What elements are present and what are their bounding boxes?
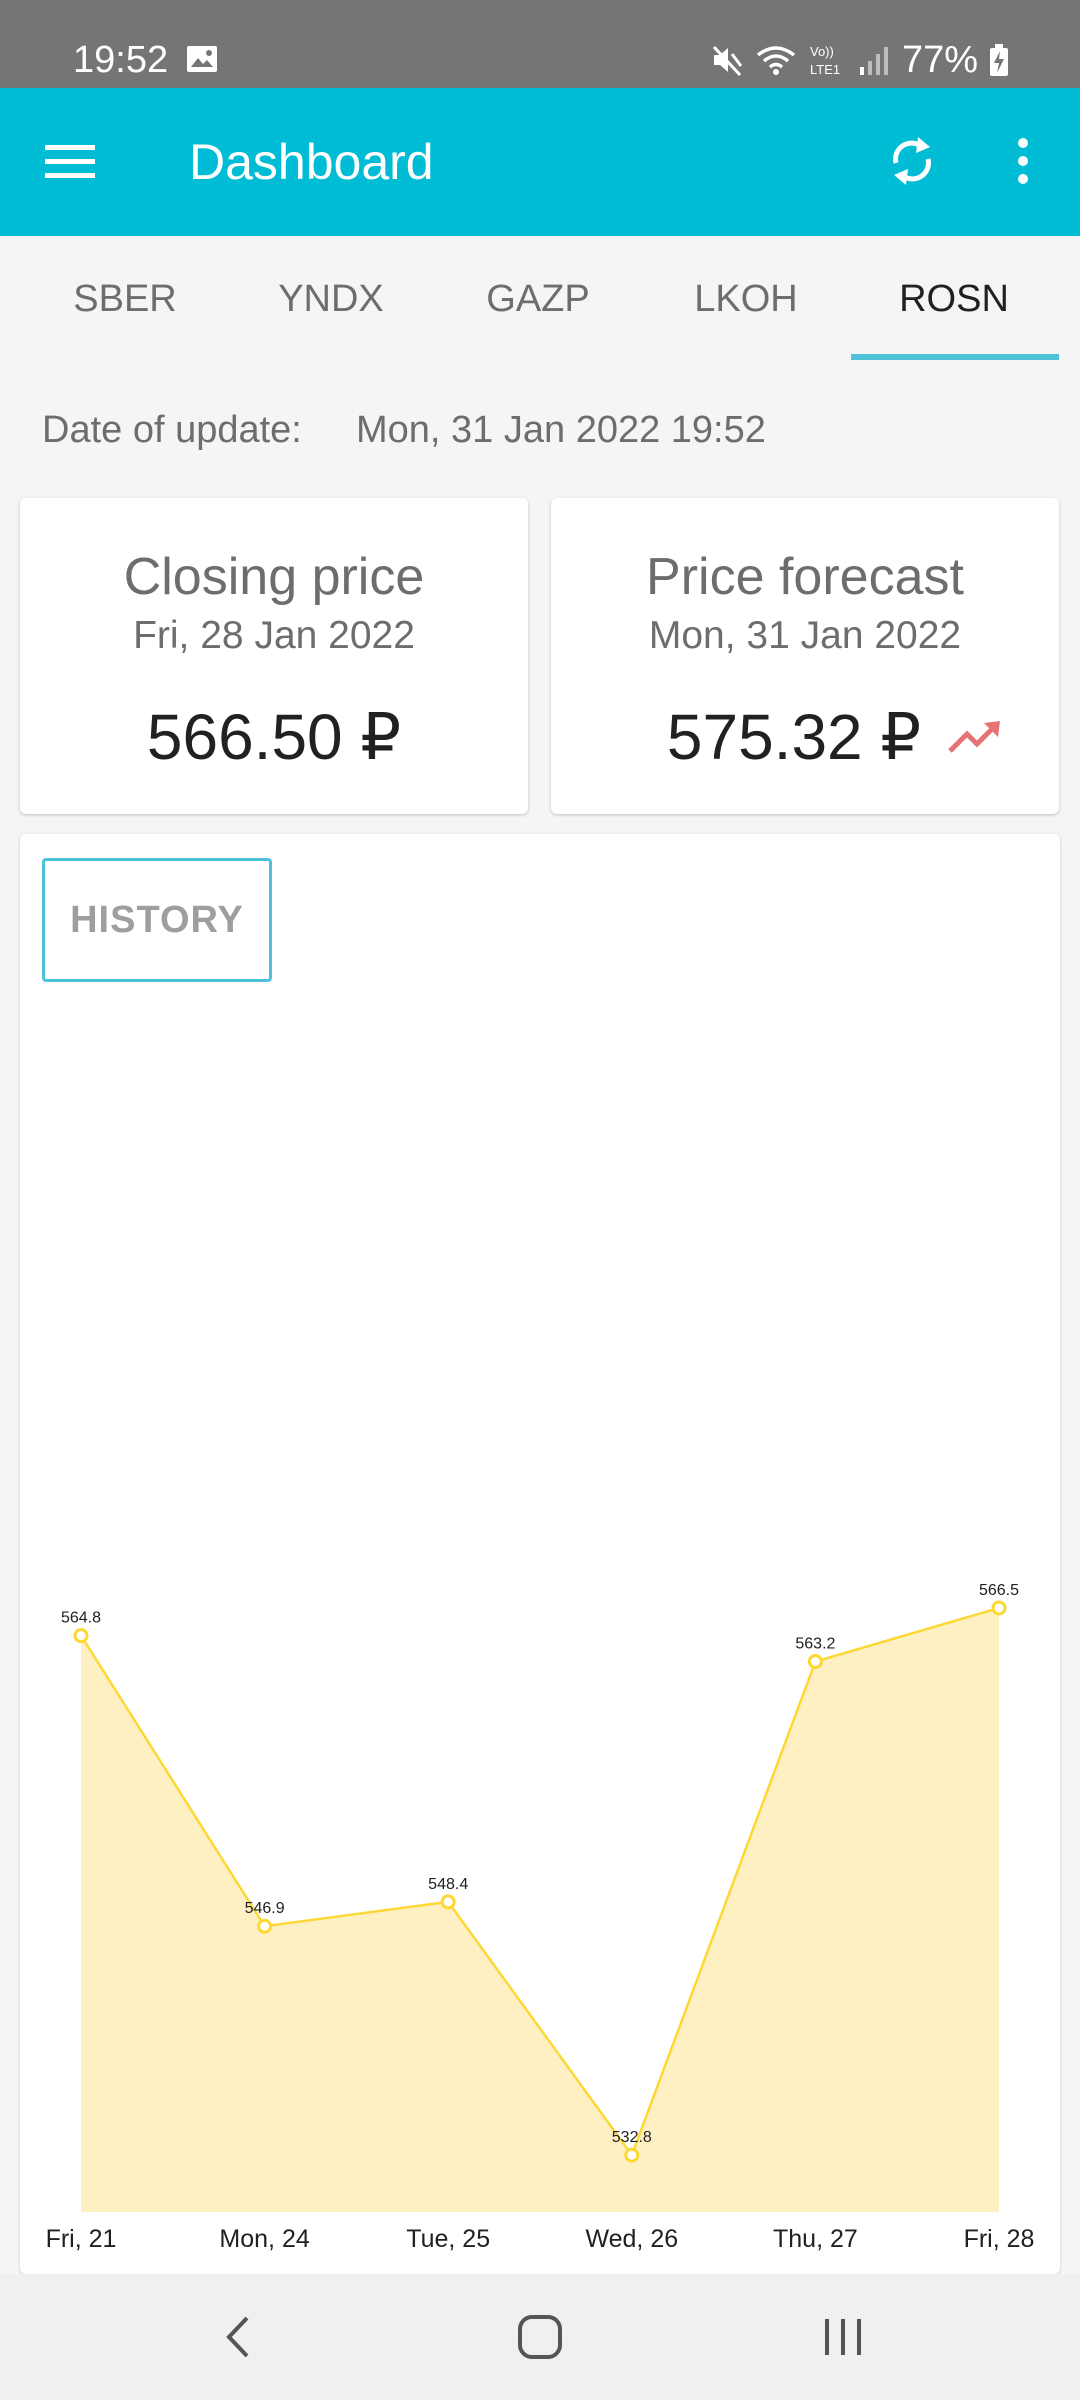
- chart-point: [257, 1918, 273, 1934]
- chart-data-label: 548.4: [428, 1876, 468, 1893]
- chart-area-fill: [81, 1607, 999, 2212]
- chart-series-line: [79, 1606, 1000, 2158]
- back-icon[interactable]: [204, 2302, 274, 2372]
- chart-x-tick-label: Fri, 21: [46, 2225, 117, 2253]
- closing-price-title: Closing price: [123, 548, 425, 606]
- chart-data-label: 563.2: [795, 1636, 835, 1653]
- app-bar: Dashboard: [0, 88, 1080, 236]
- more-icon[interactable]: [998, 126, 1048, 196]
- tab-gazp[interactable]: GAZP: [486, 278, 590, 320]
- history-chart-card: HISTORY 564.8 546.9 548.4 532.8 563.2 566.5 Fr…: [20, 834, 1060, 2274]
- image-icon: [187, 46, 217, 72]
- tab-yndx[interactable]: YNDX: [278, 278, 384, 320]
- price-history-chart: 564.8 546.9 548.4 532.8 563.2 566.5 Fri, 21 Mon…: [46, 1582, 1035, 2253]
- closing-price-card: Closing price Fri, 28 Jan 2022 566.50 ₽: [20, 498, 528, 814]
- update-label: Date of update:: [42, 409, 302, 451]
- volte-icon: Vo)) LTE1: [810, 44, 840, 77]
- price-forecast-card: Price forecast Mon, 31 Jan 2022 575.32 ₽: [551, 498, 1059, 814]
- menu-icon[interactable]: [42, 134, 98, 190]
- tab-lkoh[interactable]: LKOH: [694, 278, 798, 320]
- chart-point: [991, 1600, 1007, 1616]
- closing-price-date: Fri, 28 Jan 2022: [133, 614, 415, 657]
- signal-icon: [859, 47, 888, 75]
- chart-x-tick-label: Wed, 26: [585, 2225, 678, 2253]
- ticker-tabs: SBER YNDX GAZP LKOH ROSN: [0, 236, 1080, 362]
- chart-point: [807, 1654, 823, 1670]
- page-title: Dashboard: [189, 134, 434, 190]
- svg-text:LTE1: LTE1: [810, 62, 840, 77]
- chart-data-label: 566.5: [979, 1582, 1019, 1599]
- chart-data-label: 532.8: [612, 2129, 652, 2146]
- trending-up-icon: [948, 721, 1001, 753]
- status-bar: 19:52 Vo)) LTE1 77%: [0, 0, 1080, 88]
- tab-indicator: [851, 354, 1059, 360]
- home-icon[interactable]: [505, 2302, 575, 2372]
- battery-percent: 77%: [901, 38, 978, 81]
- forecast-title: Price forecast: [646, 548, 964, 606]
- wifi-icon: [756, 46, 796, 75]
- chart-point: [73, 1628, 89, 1644]
- status-icons: Vo)) LTE1 77%: [710, 36, 1010, 84]
- closing-price-value: 566.50 ₽: [146, 701, 402, 773]
- chart-data-label: 546.9: [245, 1900, 285, 1917]
- chart-x-tick-label: Thu, 27: [773, 2225, 858, 2253]
- forecast-date: Mon, 31 Jan 2022: [648, 614, 962, 657]
- chart-data-label: 564.8: [61, 1610, 101, 1627]
- refresh-icon[interactable]: [882, 126, 942, 196]
- network-label: Vo)): [810, 44, 834, 59]
- forecast-price-row: 575.32 ₽: [551, 698, 1059, 776]
- chart-x-tick-label: Mon, 24: [219, 2225, 309, 2253]
- chart-x-tick-label: Fri, 28: [964, 2225, 1035, 2253]
- history-button[interactable]: HISTORY: [42, 858, 272, 982]
- tab-rosn[interactable]: ROSN: [899, 278, 1009, 320]
- chart-point: [624, 2147, 640, 2163]
- recents-icon[interactable]: [808, 2302, 878, 2372]
- chart-point: [440, 1894, 456, 1910]
- update-value: Mon, 31 Jan 2022 19:52: [356, 409, 766, 451]
- tab-sber[interactable]: SBER: [73, 278, 177, 320]
- battery-charging-icon: [990, 44, 1008, 76]
- forecast-price-value: 575.32 ₽: [666, 701, 922, 773]
- mute-icon: [712, 45, 743, 77]
- navigation-bar: [0, 2274, 1080, 2400]
- status-time: 19:52: [73, 39, 169, 81]
- chart-x-tick-label: Tue, 25: [406, 2225, 490, 2253]
